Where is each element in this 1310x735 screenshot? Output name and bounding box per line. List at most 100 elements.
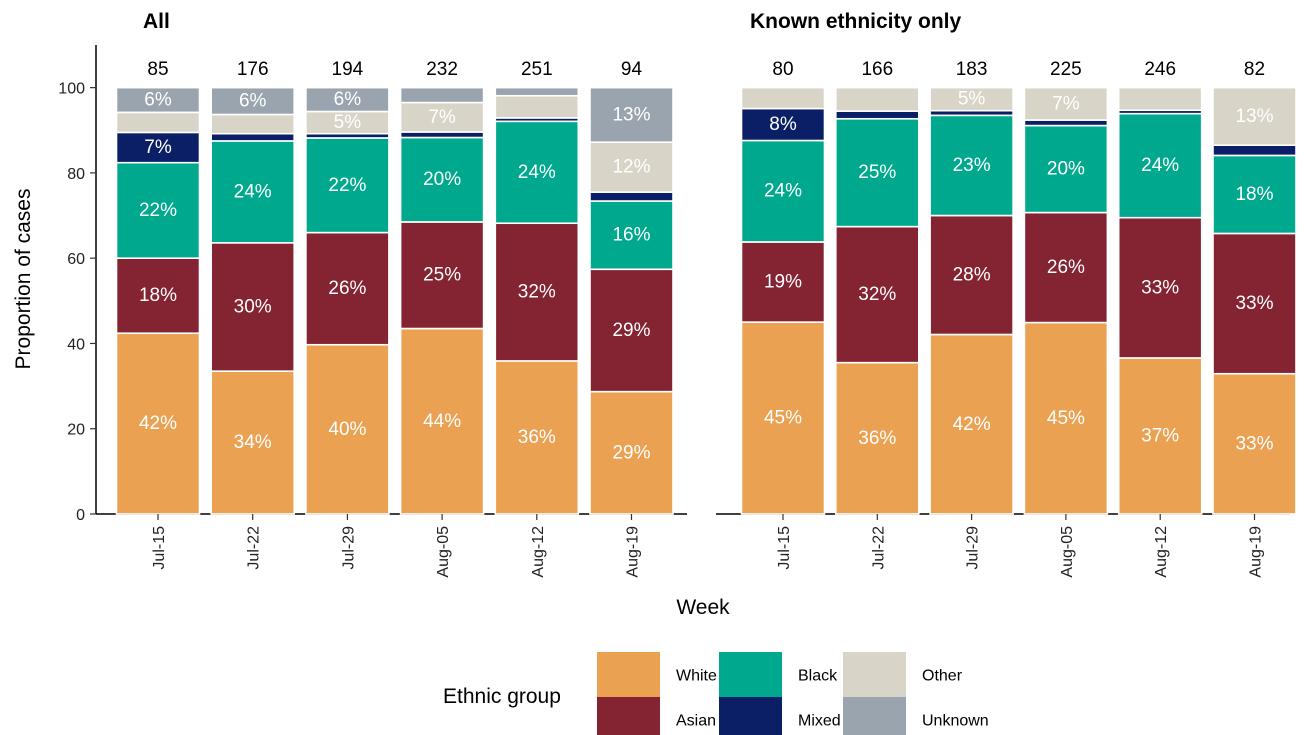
data-label-known-jul-15-mixed: 8% (769, 114, 797, 135)
segment-known-aug-05-asian (1023, 211, 1109, 324)
panel-all: All 42% 18% 22% 7% 6% 85 Jul-15 34% 30% 24% 6% 176 J… (96, 10, 687, 578)
segment-known-jul-15-mixed (740, 107, 826, 142)
segment-known-aug-05-mixed (1023, 119, 1109, 127)
panel-title-known-ethnicity: Known ethnicity only (750, 10, 961, 33)
data-label-known-jul-29-white: 42% (953, 414, 991, 435)
total-label-all-aug-12: 251 (521, 59, 553, 80)
segment-all-aug-19-black (589, 200, 674, 271)
segment-all-jul-29-black (305, 137, 390, 234)
segment-known-aug-05-black (1023, 124, 1109, 214)
data-label-known-jul-15-asian: 19% (764, 272, 802, 293)
data-label-known-jul-29-other: 5% (958, 89, 986, 110)
bar-all-jul-29: 40% 26% 22% 5%6% (305, 86, 390, 515)
segment-all-jul-15-mixed (115, 131, 201, 164)
x-tick-label-known-jul-29: Jul-29 (965, 526, 982, 570)
segment-all-aug-19-mixed (589, 191, 674, 202)
bar-known-jul-15: 45% 19% 24% 8% (740, 86, 826, 515)
data-label-all-aug-19-white: 29% (612, 442, 650, 463)
panel-known-ethnicity: Known ethnicity only 45% 19% 24% 8% 80 Jul-15… (716, 10, 1297, 578)
segment-known-jul-15-white (740, 321, 826, 515)
y-tick-label-20: 20 (67, 422, 85, 439)
segment-all-jul-22-other (210, 113, 295, 135)
segment-all-aug-12-other (494, 94, 580, 119)
legend-swatch-black (719, 652, 782, 697)
x-tick-label-known-aug-05: Aug-05 (1059, 526, 1076, 578)
segment-all-aug-05-unknown (399, 86, 485, 104)
data-label-known-jul-22-asian: 32% (858, 284, 896, 305)
x-tick-label-all-aug-19: Aug-19 (625, 526, 642, 578)
legend-swatch-asian (597, 697, 660, 735)
segment-all-aug-12-white (494, 360, 580, 515)
legend-label-unknown: Unknown (922, 713, 989, 730)
data-label-all-jul-29-white: 40% (328, 419, 366, 440)
bar-known-jul-29: 42% 28% 23% 5% (929, 86, 1014, 515)
legend-swatch-unknown (843, 697, 906, 735)
data-label-all-aug-05-other: 7% (428, 107, 456, 128)
segment-all-aug-05-black (399, 136, 485, 223)
segment-all-aug-19-white (589, 390, 674, 515)
x-tick-label-all-aug-12: Aug-12 (530, 526, 547, 578)
legend-label-other: Other (922, 668, 963, 685)
segment-all-jul-29-unknown (305, 86, 390, 113)
data-label-known-jul-22-black: 25% (858, 162, 896, 183)
total-label-known-aug-05: 225 (1050, 59, 1082, 80)
segment-all-jul-15-unknown (115, 86, 201, 114)
data-label-all-jul-29-asian: 26% (328, 278, 366, 299)
data-label-all-jul-29-other: 5% (334, 112, 362, 133)
segment-known-jul-29-black (929, 114, 1014, 217)
segment-known-jul-22-mixed (834, 110, 920, 120)
segment-known-jul-29-other (929, 86, 1014, 112)
data-label-known-jul-22-white: 36% (858, 428, 896, 449)
segment-all-jul-22-black (210, 140, 295, 244)
x-tick-label-known-aug-19: Aug-19 (1248, 526, 1265, 578)
segment-known-jul-29-asian (929, 214, 1014, 336)
legend-swatch-white (597, 652, 660, 697)
total-label-all-jul-22: 176 (237, 59, 269, 80)
legend-swatch-mixed (719, 697, 782, 735)
segment-all-jul-22-white (210, 370, 295, 515)
segment-all-aug-05-mixed (399, 131, 485, 139)
data-label-all-jul-15-mixed: 7% (144, 137, 172, 158)
segment-all-aug-12-asian (494, 222, 580, 362)
total-label-all-aug-19: 94 (621, 59, 643, 80)
data-label-all-aug-19-unknown: 13% (612, 104, 650, 125)
data-label-known-aug-12-asian: 33% (1141, 277, 1179, 298)
legend-title: Ethnic group (443, 685, 561, 708)
segment-all-aug-12-black (494, 120, 580, 225)
segment-known-aug-12-other (1117, 86, 1203, 112)
data-label-all-jul-29-black: 22% (328, 175, 366, 196)
legend: Ethnic group White Asian Black Mixed Other Un… (443, 652, 989, 735)
data-label-all-aug-12-white: 36% (518, 427, 556, 448)
data-label-all-jul-22-asian: 30% (234, 297, 272, 318)
data-label-all-aug-19-black: 16% (612, 225, 650, 246)
data-label-known-aug-19-asian: 33% (1235, 293, 1273, 314)
total-label-known-jul-29: 183 (956, 59, 988, 80)
segment-all-aug-12-unknown (494, 86, 580, 97)
bar-all-jul-22: 34% 30% 24% 6% (210, 86, 295, 515)
data-label-known-aug-12-white: 37% (1141, 425, 1179, 446)
data-label-known-aug-05-white: 45% (1047, 408, 1085, 429)
x-tick-label-known-jul-22: Jul-22 (870, 526, 887, 570)
segment-known-aug-05-other (1023, 86, 1109, 121)
data-label-all-jul-15-asian: 18% (139, 285, 177, 306)
y-tick-label-40: 40 (67, 336, 85, 353)
data-label-all-aug-12-black: 24% (518, 162, 556, 183)
data-label-known-jul-29-black: 23% (953, 155, 991, 176)
segment-known-jul-22-other (834, 86, 920, 112)
segment-all-jul-15-other (115, 111, 201, 134)
total-label-all-jul-29: 194 (332, 59, 364, 80)
legend-label-black: Black (798, 668, 838, 685)
segment-all-jul-22-asian (210, 242, 295, 372)
y-tick-label-60: 60 (67, 251, 85, 268)
bar-known-aug-19: 33% 33% 18% 13% (1212, 86, 1297, 515)
data-label-known-jul-15-white: 45% (764, 408, 802, 429)
data-label-all-jul-15-white: 42% (139, 413, 177, 434)
total-label-known-aug-12: 246 (1144, 59, 1176, 80)
data-label-known-aug-19-white: 33% (1235, 433, 1273, 454)
data-label-known-aug-05-asian: 26% (1047, 257, 1085, 278)
data-label-known-aug-19-black: 18% (1235, 184, 1273, 205)
total-label-all-jul-15: 85 (147, 59, 168, 80)
data-label-all-jul-22-black: 24% (234, 181, 272, 202)
segment-all-jul-22-unknown (210, 86, 295, 116)
segment-all-jul-15-asian (115, 257, 201, 335)
